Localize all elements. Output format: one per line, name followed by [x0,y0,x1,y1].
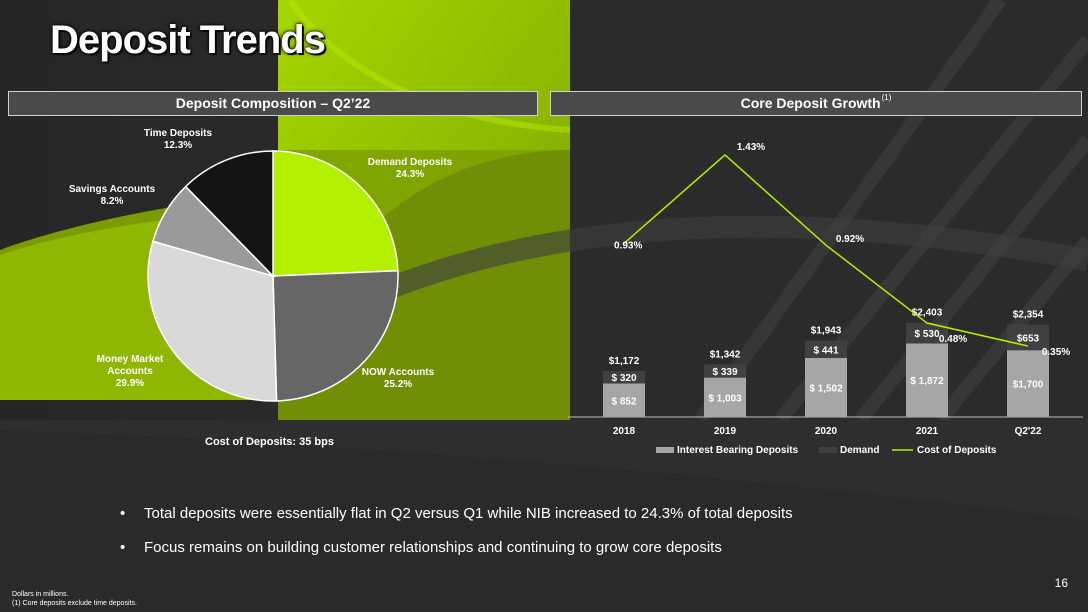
bar-interest-bearing [906,343,948,417]
line-value-label: 0.48% [939,334,967,345]
chart-legend: Interest Bearing Deposits Demand Cost of D… [656,445,997,456]
left-panel-header-text: Deposit Composition – Q2’22 [175,95,371,111]
pie-value-label: 25.2% [384,379,412,390]
bar-label-demand: $ 320 [611,373,636,384]
pie-slice-money-market-accounts [147,240,278,402]
bar-label-demand: $ 339 [712,367,737,378]
pie-value-label: 8.2% [101,196,124,207]
footnote: Dollars in millions. [12,591,69,598]
right-panel-header-text: Core Deposit Growth [740,95,881,111]
bullet-item: • Total deposits were essentially flat in… [120,496,793,530]
legend-label: Interest Bearing Deposits [677,445,799,456]
page-title: Deposit Trends [50,18,326,62]
bar-total-label: $2,354 [1013,310,1044,321]
left-panel-header: Deposit Composition – Q2’22 [8,91,538,116]
pie-slice-now-accounts [272,269,399,402]
bar-label-demand: $653 [1017,333,1040,344]
bullet-text: Total deposits were essentially flat in … [144,504,793,522]
bar-label-interest-bearing: $ 1,502 [809,383,843,394]
line-value-label: 0.93% [614,240,642,251]
cost-of-deposits-line [623,153,1029,347]
footnotes: Dollars in millions. (1) Core deposits e… [12,590,137,608]
x-axis-tick-label: 2020 [815,426,838,437]
bar-total-label: $1,943 [811,326,842,337]
cost-of-deposits-note: Cost of Deposits: 35 bps [205,436,334,448]
x-axis-tick-label: 2018 [613,426,636,437]
bar-interest-bearing [704,377,746,417]
footnote: (1) Core deposits exclude time deposits. [12,600,137,607]
bar-total-label: $1,342 [710,349,741,360]
bar-total-label: $2,403 [912,308,943,319]
pie-value-label: 29.9% [116,378,144,389]
pie-category-label: Accounts [107,366,153,377]
bullet-symbol: • [120,538,126,556]
bar-interest-bearing [603,383,645,417]
bullet-text: Focus remains on building customer relat… [144,538,722,556]
bar-label-interest-bearing: $1,700 [1013,380,1044,391]
pie-category-label: Demand Deposits [368,157,453,168]
line-value-label: 0.92% [836,234,864,245]
bar-label-interest-bearing: $ 1,003 [708,393,742,404]
bar-label-demand: $ 441 [813,345,838,356]
bullet-item: • Focus remains on building customer rela… [120,530,793,564]
bar-total-label: $1,172 [609,356,640,367]
pie-value-label: 12.3% [164,140,192,151]
legend-label: Demand [840,445,879,456]
pie-category-label: Money Market [97,354,164,365]
legend-swatch-demand [819,447,837,453]
bar-interest-bearing [1007,350,1049,417]
x-axis-tick-label: Q2'22 [1015,426,1042,437]
right-panel-header-note: (1) [881,93,892,102]
bar-demand [805,340,847,358]
bar-label-demand: $ 530 [914,329,939,340]
pie-slice-time-deposits [184,150,274,278]
bar-label-interest-bearing: $ 852 [611,396,636,407]
pie-slice-demand-deposits [272,150,399,277]
core-deposit-growth-chart: $ 852 $ 320 $1,172 2018 $ 1,003 $ 339 $1,342 20… [568,142,1083,456]
bar-interest-bearing [805,357,847,417]
bullet-symbol: • [120,504,126,522]
line-value-label: 1.43% [737,142,765,153]
pie-value-label: 24.3% [396,169,424,180]
bar-label-interest-bearing: $ 1,872 [910,376,944,387]
pie-category-label: Time Deposits [144,128,213,139]
x-axis-tick-label: 2021 [916,426,939,437]
legend-label: Cost of Deposits [917,445,997,456]
bar-demand [906,322,948,344]
bar-demand [603,370,645,384]
bar-demand [704,364,746,378]
page-number: 16 [1054,576,1068,590]
legend-swatch-interest-bearing [656,447,674,453]
pie-category-label: NOW Accounts [362,367,435,378]
pie-category-label: Savings Accounts [69,184,156,195]
line-value-label: 0.35% [1042,347,1070,358]
bullet-list: • Total deposits were essentially flat in… [120,496,793,564]
right-panel-header: Core Deposit Growth(1) [550,91,1082,116]
x-axis-tick-label: 2019 [714,426,737,437]
